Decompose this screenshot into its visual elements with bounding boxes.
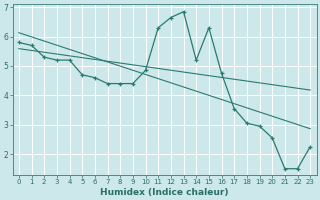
X-axis label: Humidex (Indice chaleur): Humidex (Indice chaleur) xyxy=(100,188,229,197)
